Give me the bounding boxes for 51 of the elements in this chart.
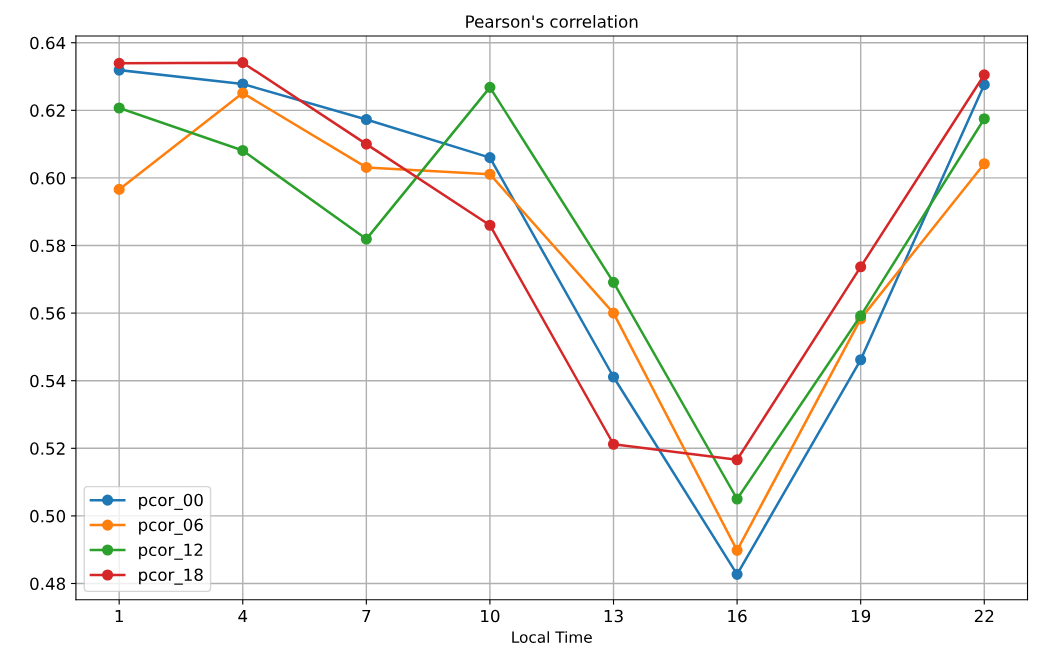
y-tick-label: 0.52 <box>30 442 65 455</box>
point <box>978 113 990 125</box>
point <box>607 307 620 319</box>
y-tick-label: 0.60 <box>30 171 66 185</box>
point <box>731 544 743 556</box>
y-tick-label: 0.58 <box>30 239 66 253</box>
legend-label: pcor_18 <box>139 568 203 585</box>
point <box>360 113 372 126</box>
point <box>237 144 249 157</box>
x-tick-label: 13 <box>604 609 623 623</box>
x-tick-label: 10 <box>481 609 500 623</box>
point <box>731 568 743 580</box>
point <box>484 152 496 164</box>
x-tick-label: 22 <box>974 609 994 623</box>
chart-title: Pearson's correlation <box>466 14 638 28</box>
y-tick-label: 0.64 <box>30 36 66 50</box>
point <box>607 276 620 288</box>
point <box>484 81 496 93</box>
x-tick-label: 7 <box>362 609 371 623</box>
point <box>237 57 249 69</box>
point <box>484 219 496 231</box>
x-axis-title: Local Time <box>512 631 592 643</box>
point <box>113 102 125 114</box>
point <box>360 138 372 150</box>
legend-label: pcor_12 <box>139 543 203 560</box>
legend-label: pcor_06 <box>139 518 203 535</box>
x-tick-label: 16 <box>728 609 747 623</box>
point <box>360 161 372 173</box>
point <box>855 354 867 366</box>
y-tick-label: 0.50 <box>30 509 66 523</box>
x-tick-label: 1 <box>115 609 123 623</box>
point <box>855 261 867 273</box>
point <box>978 158 990 170</box>
point <box>607 371 620 383</box>
point <box>113 183 125 195</box>
point <box>113 57 125 69</box>
y-tick-label: 0.54 <box>30 374 66 388</box>
y-tick-label: 0.62 <box>30 104 65 117</box>
point <box>237 78 249 90</box>
legend-label: pcor_00 <box>139 493 203 510</box>
y-tick-label: 0.48 <box>30 577 66 591</box>
point <box>978 69 990 81</box>
point <box>607 438 620 450</box>
x-tick-label: 19 <box>851 609 871 623</box>
point <box>731 454 743 466</box>
point <box>360 233 372 245</box>
point <box>237 87 249 99</box>
point <box>731 493 743 505</box>
x-tick-label: 4 <box>238 609 248 623</box>
y-tick-label: 0.56 <box>30 307 66 320</box>
point <box>484 168 496 180</box>
